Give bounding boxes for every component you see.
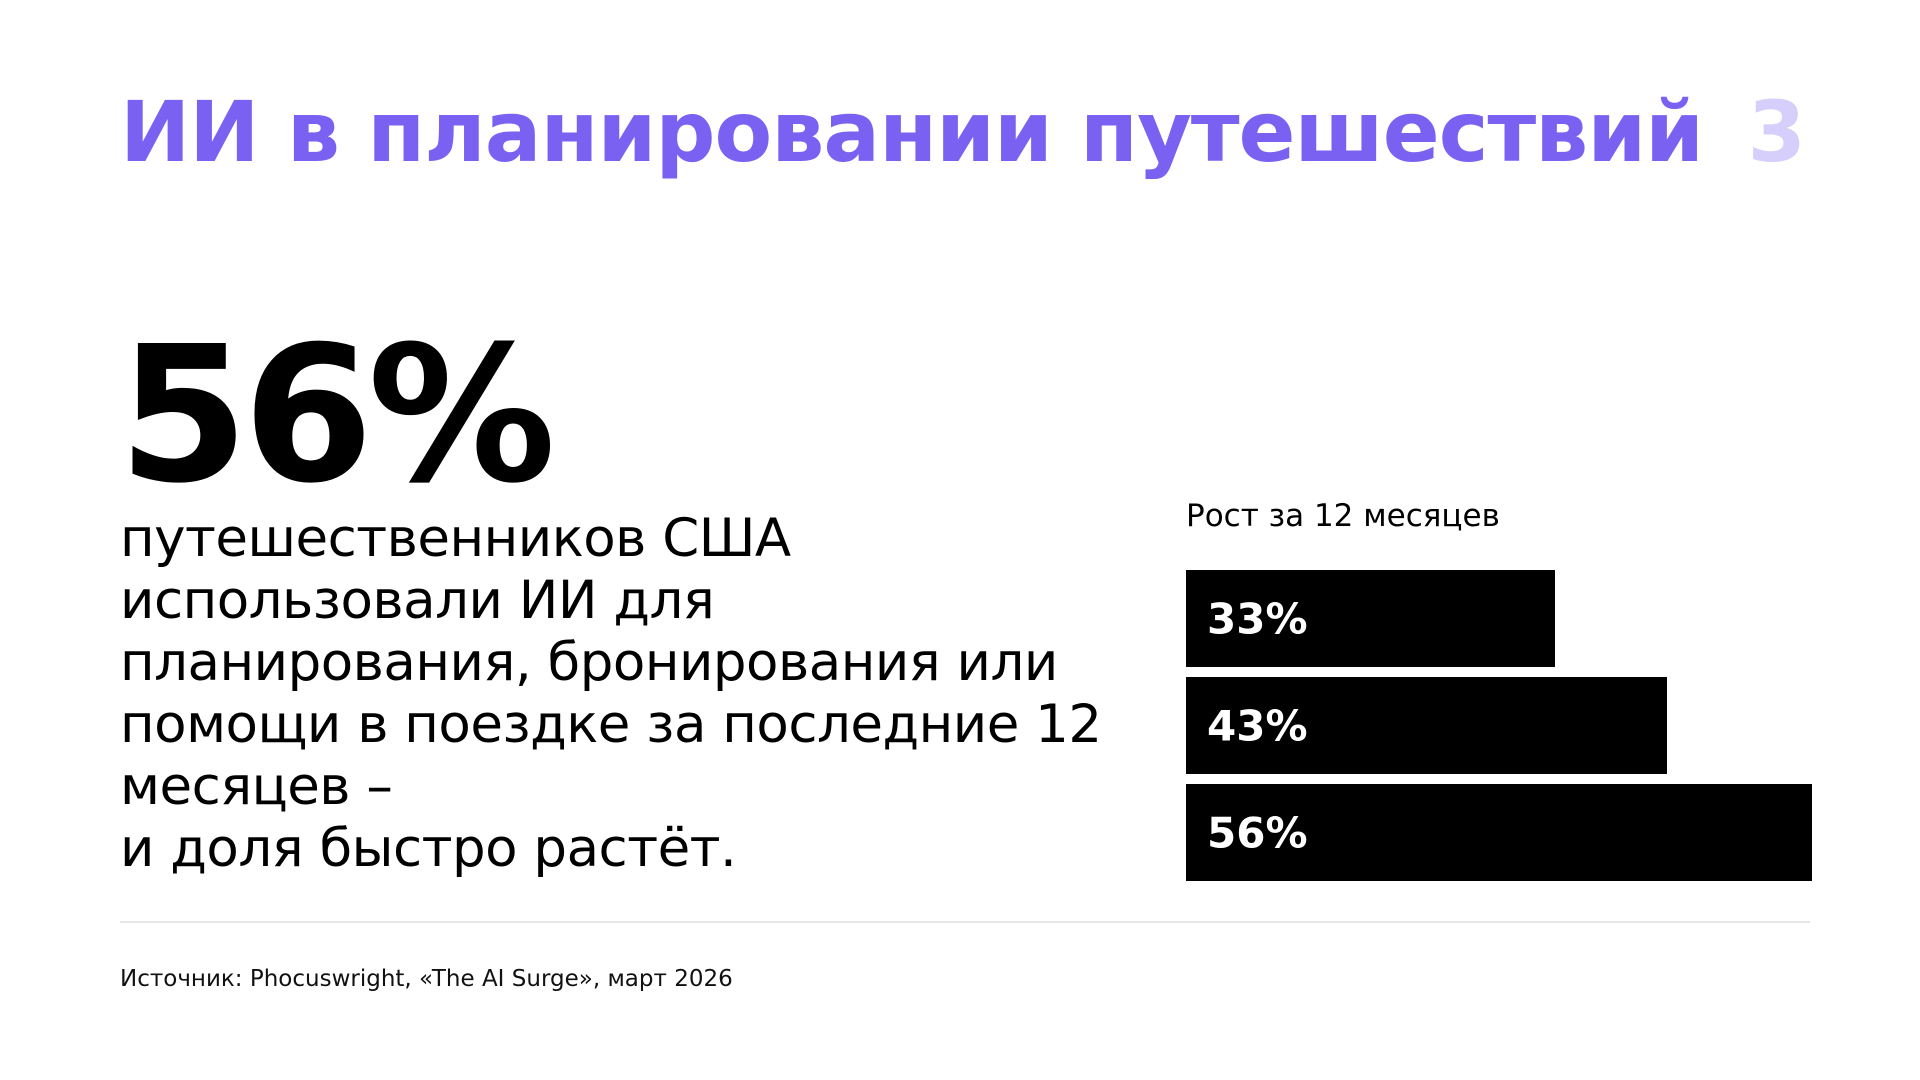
- stat-description-line: помощи в поездке за последние 12: [120, 694, 1102, 755]
- page-number: 3: [1747, 83, 1806, 181]
- stat-description-line: использовали ИИ для: [120, 570, 715, 631]
- source-note: Источник: Phocuswright, «The AI Surge», …: [120, 966, 733, 992]
- stat-description-line: путешественников США: [120, 508, 791, 569]
- bar-data-label: 56%: [1207, 809, 1308, 858]
- stat-description: путешественников США использовали ИИ для…: [120, 508, 1120, 880]
- headline-stat-value: 56%: [118, 306, 556, 525]
- stat-description-line: планирования, бронирования или: [120, 632, 1058, 693]
- chart-title: Рост за 12 месяцев: [1186, 498, 1500, 534]
- stat-description-line: и доля быстро растёт.: [120, 818, 737, 879]
- chart-bar: [1186, 677, 1667, 774]
- bar-data-label: 33%: [1207, 595, 1308, 644]
- bar-data-label: 43%: [1207, 702, 1308, 751]
- footer-divider: [120, 921, 1810, 923]
- slide-title: ИИ в планировании путешествий: [120, 83, 1704, 181]
- chart-bar: [1186, 784, 1812, 881]
- growth-bar-chart: 33% 43% 56%: [1186, 570, 1812, 881]
- stat-description-line: месяцев –: [120, 756, 393, 817]
- chart-bar: [1186, 570, 1555, 667]
